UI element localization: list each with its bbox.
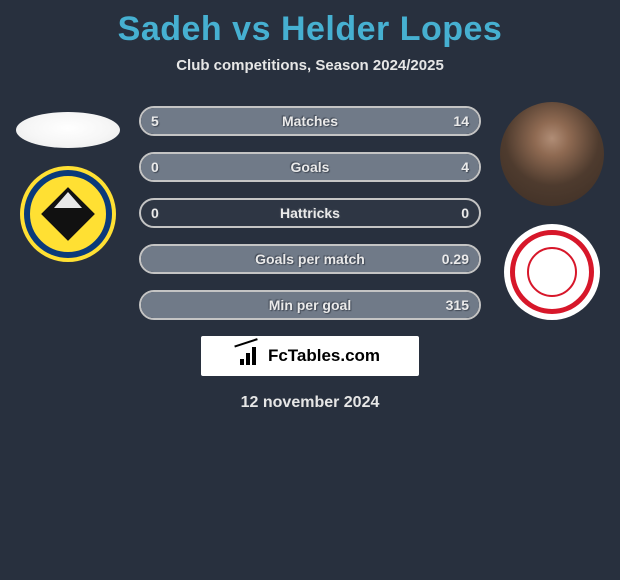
stat-value-right: 14 (453, 108, 469, 134)
right-player-column (492, 102, 612, 320)
vs-text: vs (232, 10, 271, 48)
stat-label: Min per goal (141, 292, 479, 318)
stat-label: Hattricks (141, 200, 479, 226)
comparison-date: 12 november 2024 (0, 394, 620, 412)
stat-bar: 0Goals4 (139, 152, 481, 182)
stat-bar: 5Matches14 (139, 106, 481, 136)
comparison-content: 5Matches140Goals40Hattricks0Goals per ma… (0, 102, 620, 412)
player2-name: Helder Lopes (281, 10, 502, 48)
chart-icon (240, 347, 262, 365)
sadeh-face-placeholder (16, 112, 120, 148)
hapoel-beer-sheva-badge (504, 224, 600, 320)
stat-value-right: 0.29 (442, 246, 469, 272)
stat-bar: Min per goal315 (139, 290, 481, 320)
site-name: FcTables.com (268, 346, 380, 366)
stat-value-right: 4 (461, 154, 469, 180)
player1-name: Sadeh (118, 10, 223, 48)
stat-label: Matches (141, 108, 479, 134)
stat-label: Goals per match (141, 246, 479, 272)
comparison-title: Sadeh vs Helder Lopes (0, 0, 620, 49)
helder-lopes-face (500, 102, 604, 206)
stat-bar: 0Hattricks0 (139, 198, 481, 228)
stat-bars: 5Matches140Goals40Hattricks0Goals per ma… (139, 102, 481, 320)
stat-bar: Goals per match0.29 (139, 244, 481, 274)
badge-shine-icon (54, 192, 82, 208)
site-badge[interactable]: FcTables.com (201, 336, 419, 376)
subtitle: Club competitions, Season 2024/2025 (0, 57, 620, 74)
badge-inner-ring (510, 230, 594, 314)
left-player-column (8, 102, 128, 262)
stat-value-right: 315 (446, 292, 469, 318)
stat-label: Goals (141, 154, 479, 180)
maccabi-netanya-badge (20, 166, 116, 262)
stat-value-right: 0 (461, 200, 469, 226)
